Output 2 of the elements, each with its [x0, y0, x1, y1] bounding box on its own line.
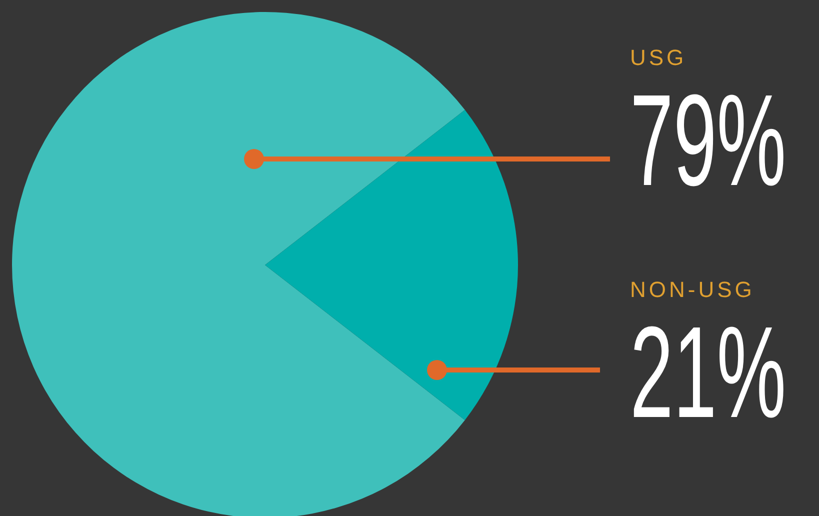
pie-slice — [12, 12, 465, 516]
pie-slice — [265, 110, 518, 420]
